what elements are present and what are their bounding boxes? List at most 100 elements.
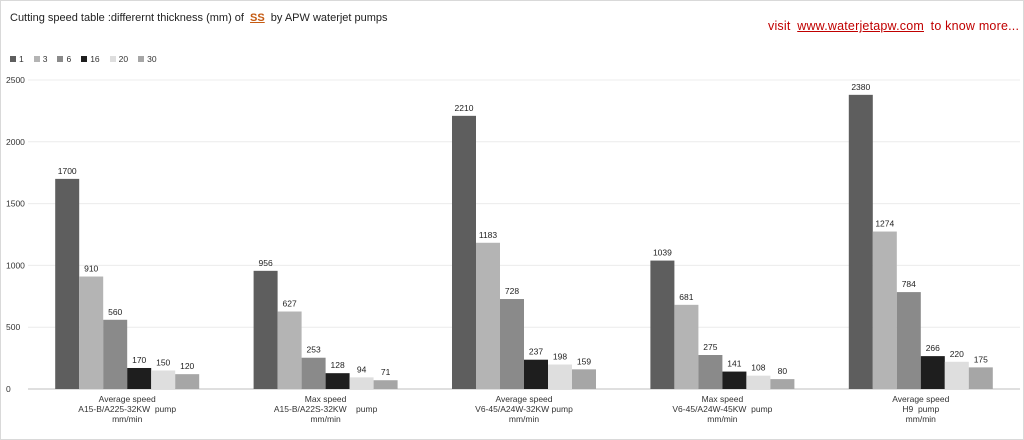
bar-data-label: 2210 [455, 103, 474, 113]
bar-series-30 [572, 369, 596, 389]
bar-data-label: 784 [902, 279, 916, 289]
legend-label: 30 [147, 54, 157, 64]
bar-series-16 [325, 373, 350, 389]
x-category-label: Average speed [99, 394, 156, 404]
bar-series-20 [151, 370, 176, 389]
legend-label: 1 [19, 54, 24, 64]
x-category-label: mm/min [707, 414, 737, 424]
bar-data-label: 71 [381, 367, 391, 377]
y-tick-label: 0 [6, 384, 11, 394]
legend-label: 20 [118, 54, 129, 64]
x-category-label: mm/min [509, 414, 539, 424]
visit-banner: visit www.waterjetapw.com to know more..… [768, 19, 1019, 33]
bar-series-6 [103, 319, 128, 389]
bar-series-6 [698, 355, 723, 389]
bar-series-3 [277, 311, 302, 389]
bar-series-6 [301, 357, 326, 389]
visit-prefix: visit [768, 19, 791, 33]
bar-data-label: 253 [307, 345, 321, 355]
x-category-label: Max speed [305, 394, 347, 404]
legend-item-20: 20 [109, 54, 129, 64]
x-category-label: Max speed [702, 394, 744, 404]
bar-series-30 [373, 380, 398, 389]
legend-item-3: 3 [33, 54, 48, 64]
legend-swatch [33, 56, 40, 62]
bar-data-label: 159 [577, 356, 591, 366]
bar-series-20 [944, 361, 969, 389]
bar-data-label: 956 [259, 258, 273, 268]
bar-data-label: 627 [283, 299, 297, 309]
x-category-label: H9 pump [902, 404, 939, 414]
bar-data-label: 150 [156, 357, 170, 367]
bar-data-label: 198 [553, 352, 567, 362]
bar-data-label: 237 [529, 347, 543, 357]
chart-legend: 1 3 6 16 20 30 [10, 54, 157, 64]
bar-series-30 [770, 379, 795, 389]
bar-series-20 [349, 377, 374, 389]
bar-series-6 [896, 292, 921, 389]
bar-data-label: 220 [950, 349, 964, 359]
y-tick-label: 1000 [6, 260, 25, 270]
legend-swatch [81, 56, 88, 62]
legend-swatch [138, 56, 145, 62]
bar-series-20 [548, 364, 572, 389]
visit-link[interactable]: www.waterjetapw.com [797, 19, 924, 33]
bar-series-1 [253, 270, 278, 389]
bar-series-6 [500, 299, 524, 389]
bar-series-30 [968, 367, 993, 389]
bar-series-3 [872, 231, 897, 389]
legend-item-6: 6 [57, 54, 71, 64]
bar-data-label: 681 [679, 292, 693, 302]
x-category-label: Average speed [495, 394, 552, 404]
x-category-label: V6-45/A24W-32KW pump [475, 404, 573, 414]
bar-data-label: 1039 [653, 248, 672, 258]
bar-data-label: 128 [331, 360, 345, 370]
bar-series-30 [175, 374, 200, 389]
bar-series-1 [650, 260, 675, 389]
bar-series-3 [79, 276, 104, 389]
x-category-label: A15-B/A225-32KW pump [78, 404, 176, 414]
bar-series-16 [722, 371, 747, 389]
x-category-label: mm/min [906, 414, 936, 424]
bar-series-20 [746, 375, 771, 389]
bar-data-label: 275 [703, 342, 717, 352]
legend-label: 6 [66, 54, 72, 64]
bar-data-label: 141 [727, 359, 741, 369]
bar-series-16 [127, 367, 152, 389]
bar-data-label: 2380 [851, 82, 870, 92]
legend-item-30: 30 [138, 54, 157, 64]
chart-title: Cutting speed table :differernt thicknes… [10, 12, 388, 24]
bar-series-3 [476, 242, 500, 389]
bar-data-label: 1183 [479, 230, 498, 240]
bar-data-label: 108 [751, 363, 765, 373]
bar-series-1 [452, 115, 476, 390]
visit-suffix: to know more... [930, 19, 1020, 33]
x-category-label: V6-45/A24W-45KW pump [672, 404, 772, 414]
y-tick-label: 500 [6, 322, 20, 332]
x-category-label: mm/min [310, 414, 340, 424]
bar-data-label: 120 [180, 361, 194, 371]
legend-item-1: 1 [10, 54, 24, 64]
bar-data-label: 170 [132, 355, 146, 365]
bar-data-label: 1700 [58, 166, 77, 176]
bar-series-1 [848, 94, 873, 389]
bar-data-label: 560 [108, 307, 122, 317]
bar-series-1 [55, 178, 80, 389]
legend-swatch [57, 56, 64, 62]
bar-data-label: 910 [84, 264, 98, 274]
legend-label: 16 [90, 54, 100, 64]
y-tick-label: 2500 [6, 75, 25, 85]
legend-item-16: 16 [81, 54, 100, 64]
bar-data-label: 728 [505, 286, 519, 296]
legend-swatch [109, 56, 116, 62]
title-suffix: by APW waterjet pumps [270, 12, 388, 24]
legend-swatch [10, 56, 16, 62]
legend-label: 3 [42, 54, 48, 64]
bar-series-16 [920, 356, 945, 389]
bar-data-label: 266 [926, 343, 940, 353]
x-category-label: Average speed [892, 394, 949, 404]
bar-series-3 [674, 304, 699, 389]
y-tick-label: 2000 [6, 137, 25, 147]
title-material: SS [250, 12, 265, 24]
